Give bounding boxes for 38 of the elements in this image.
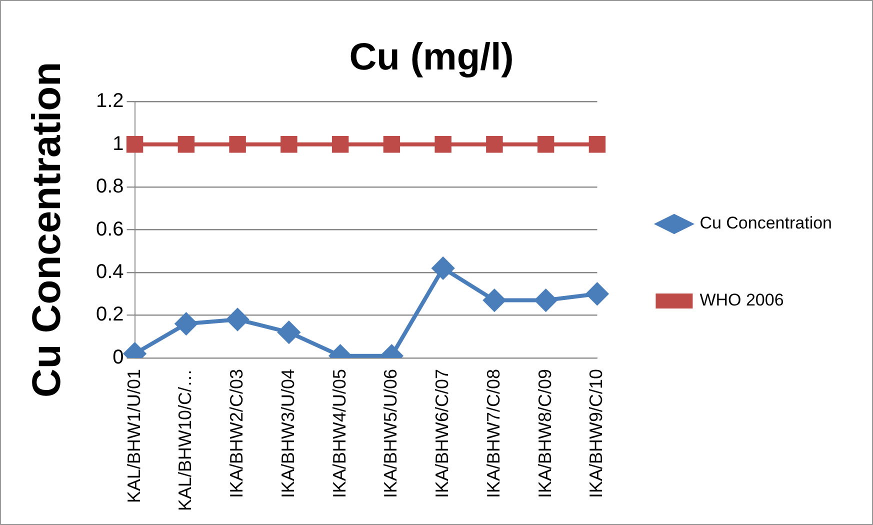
legend-label: WHO 2006 [700, 290, 784, 310]
point [534, 289, 557, 312]
x-tick-label: KAL/BHW10/C/… [175, 368, 196, 512]
point [229, 136, 246, 153]
x-tick-label: IKA/BHW7/C/08 [483, 368, 504, 498]
y-tick-label: 1 [112, 132, 124, 155]
y-tick-label: 0 [112, 346, 124, 368]
point [432, 257, 454, 280]
y-tick-label: 1.2 [96, 90, 124, 112]
x-tick-label: IKA/BHW9/C/10 [586, 368, 606, 498]
point [586, 282, 608, 305]
y-tick-label: 0.2 [96, 304, 124, 326]
point [483, 289, 506, 312]
y-tick-label: 0.6 [96, 218, 124, 240]
point [537, 136, 554, 153]
point [178, 136, 195, 153]
x-tick-label: IKA/BHW3/U/04 [278, 368, 298, 498]
legend-label: Cu Concentration [700, 214, 832, 233]
x-tick-label: IKA/BHW8/C/09 [534, 368, 555, 498]
point [383, 136, 400, 153]
chart-title: Cu (mg/l) [349, 36, 514, 78]
y-axis-title: Cu Concentration [25, 62, 70, 398]
point [332, 136, 349, 153]
point [278, 321, 300, 344]
x-tick-label: IKA/BHW6/C/07 [432, 368, 452, 498]
point [486, 136, 503, 153]
point [175, 312, 198, 335]
x-tick-label: IKA/BHW5/U/06 [380, 368, 401, 498]
point [226, 308, 249, 331]
point [588, 136, 606, 153]
x-tick-label: IKA/BHW4/U/05 [329, 368, 350, 498]
y-tick-label: 0.4 [96, 261, 124, 284]
x-tick-label: KAL/BHW1/U/01 [124, 368, 144, 504]
y-tick-label: 0.8 [96, 176, 124, 198]
x-tick-label: IKA/BHW2/C/03 [226, 368, 247, 498]
point [434, 136, 452, 153]
point [126, 136, 144, 153]
point [280, 136, 298, 153]
